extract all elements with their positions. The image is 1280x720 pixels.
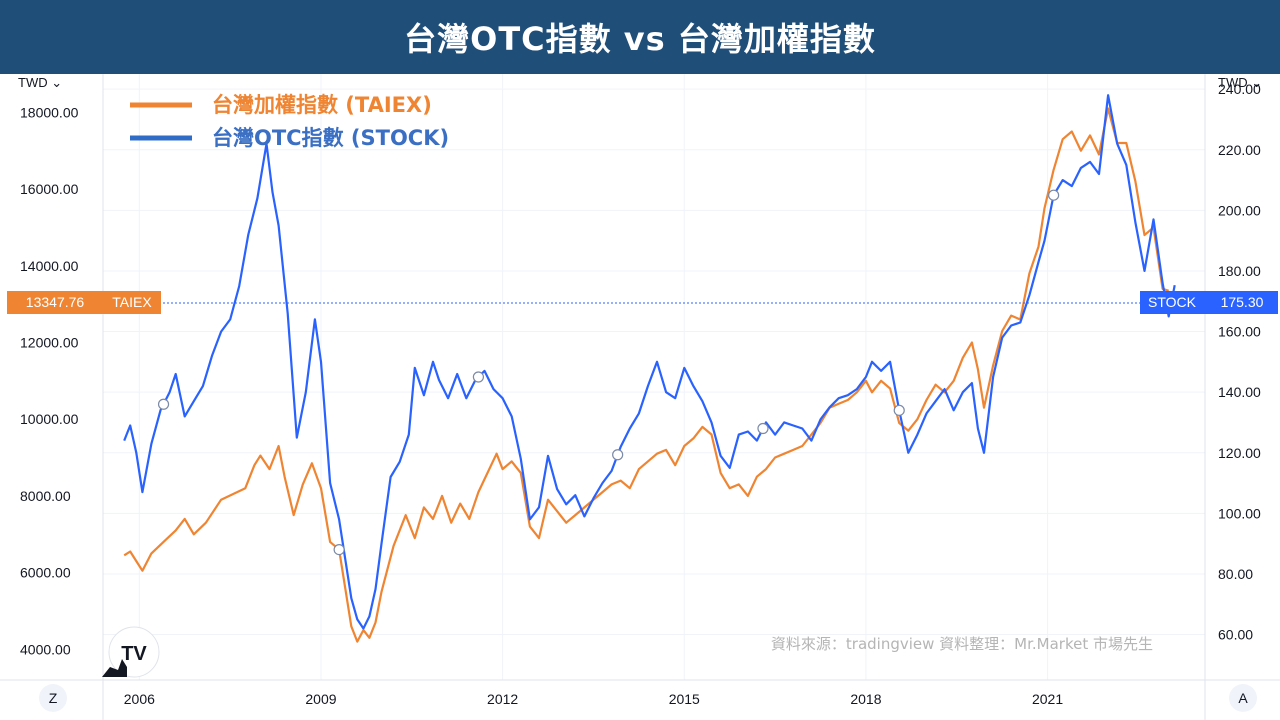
x-tick-label: 2012 (487, 691, 518, 707)
right-price-tag-value: 175.30 (1221, 294, 1264, 310)
chart-area[interactable]: 4000.00 6000.00 8000.00 10000.00 12000.00 140… (0, 74, 1280, 720)
right-tick-label: 180.00 (1218, 263, 1261, 279)
svg-text:Z: Z (49, 690, 58, 706)
grid-lines (103, 74, 1205, 680)
right-tick-label: 200.00 (1218, 202, 1261, 218)
x-tick-label: 2006 (124, 691, 155, 707)
right-tick-label: 120.00 (1218, 445, 1261, 461)
x-tick-label: 2021 (1032, 691, 1063, 707)
event-marker[interactable] (757, 422, 769, 435)
event-marker[interactable] (1048, 189, 1060, 201)
source-note: 資料來源：tradingview 資料整理：Mr.Market 市場先生 (771, 635, 1153, 653)
right-axis: 60.00 80.00 100.00 120.00 140.00 160.00 180.00… (1218, 81, 1261, 642)
x-tick-label: 2015 (669, 691, 700, 707)
svg-text:TV: TV (121, 643, 147, 665)
zoom-button[interactable]: Z (39, 684, 67, 712)
auto-scale-button[interactable]: A (1229, 684, 1257, 712)
tradingview-logo[interactable]: TV (102, 626, 160, 678)
legend-label-stock: 台灣OTC指數 (STOCK) (212, 126, 449, 150)
event-marker[interactable] (333, 543, 345, 556)
left-axis-unit[interactable]: TWD ⌄ (18, 75, 62, 90)
right-tick-label: 240.00 (1218, 81, 1261, 97)
left-tick-label: 6000.00 (20, 565, 71, 581)
left-tick-label: 18000.00 (20, 104, 79, 120)
right-tick-label: 220.00 (1218, 142, 1261, 158)
left-price-tag: 13347.76 TAIEX (7, 291, 161, 314)
left-price-tag-label: TAIEX (112, 294, 152, 310)
right-price-tag: STOCK 175.30 (1140, 291, 1278, 314)
left-axis: 4000.00 6000.00 8000.00 10000.00 12000.00 140… (20, 104, 79, 657)
event-markers (157, 189, 1060, 556)
x-tick-label: 2018 (850, 691, 881, 707)
series-line-stock[interactable] (123, 94, 1176, 630)
left-tick-label: 16000.00 (20, 181, 79, 197)
left-tick-label: 12000.00 (20, 334, 79, 350)
right-tick-label: 60.00 (1218, 627, 1253, 643)
left-tick-label: 14000.00 (20, 258, 79, 274)
x-tick-label: 2009 (305, 691, 336, 707)
left-tick-label: 4000.00 (20, 641, 71, 657)
plot-series (123, 94, 1176, 643)
right-tick-label: 160.00 (1218, 324, 1261, 340)
right-tick-label: 140.00 (1218, 384, 1261, 400)
right-price-tag-label: STOCK (1148, 294, 1197, 310)
left-tick-label: 8000.00 (20, 488, 71, 504)
right-tick-label: 100.00 (1218, 505, 1261, 521)
time-axis: 2006 2009 2012 2015 2018 2021 (124, 691, 1064, 707)
event-marker[interactable] (472, 371, 485, 383)
event-marker[interactable] (893, 404, 905, 416)
right-tick-label: 80.00 (1218, 566, 1253, 582)
left-tick-label: 10000.00 (20, 411, 79, 427)
dino-icon (102, 659, 127, 677)
legend-label-taiex: 台灣加權指數 (TAIEX) (212, 93, 432, 117)
series-line-taiex[interactable] (123, 107, 1170, 643)
right-axis-unit[interactable]: TWD ⌄ (1218, 75, 1262, 90)
chart-title: 台灣OTC指數 vs 台灣加權指數 (0, 0, 1280, 74)
svg-text:A: A (1238, 690, 1248, 706)
left-price-tag-value: 13347.76 (26, 294, 85, 310)
event-marker[interactable] (157, 398, 170, 410)
legend: 台灣加權指數 (TAIEX) 台灣OTC指數 (STOCK) (130, 93, 449, 150)
event-marker[interactable] (612, 449, 624, 461)
